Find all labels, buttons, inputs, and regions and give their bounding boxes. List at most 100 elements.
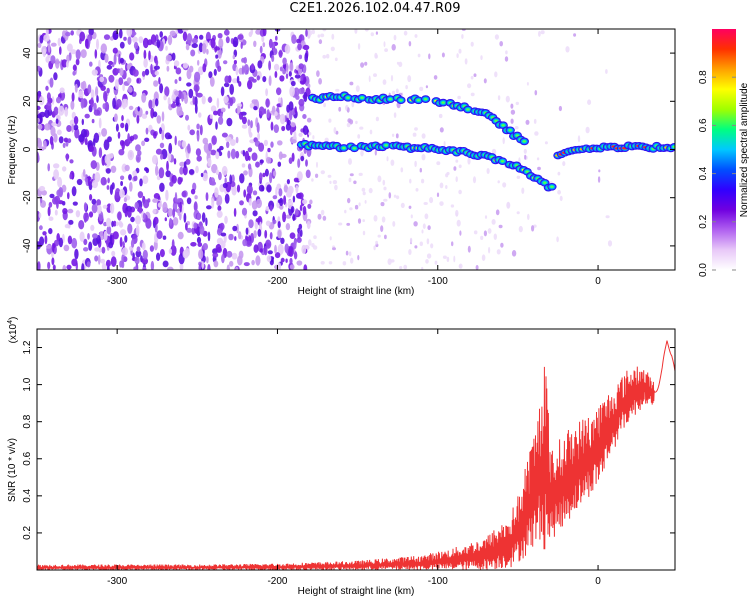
heatmap-noise-cell [215,54,219,59]
heatmap-noise-cell [200,172,204,178]
heatmap-noise-cell [283,185,289,193]
heatmap-faint-cell [470,92,475,97]
heatmap-noise-cell [207,231,211,242]
y-tick-label: 0.4 [22,488,33,502]
heatmap-noise-cell [133,175,138,182]
heatmap-noise-cell [167,34,173,46]
heatmap-noise-cell [168,142,173,154]
heatmap-noise-cell [48,216,54,221]
heatmap-faint-cell [502,137,505,145]
heatmap-noise-cell [179,111,184,116]
heatmap-noise-cell [226,141,230,149]
heatmap-faint-cell [414,160,417,168]
heatmap-noise-cell [88,241,93,251]
heatmap-faint-cell [458,189,462,195]
heatmap-noise-cell [91,118,95,124]
heatmap-faint-cell [345,250,349,256]
heatmap-noise-cell [177,29,184,34]
heatmap-noise-cell [237,34,244,40]
heatmap-faint-cell [414,34,418,38]
heatmap-faint-cell [436,161,441,166]
heatmap-noise-cell [270,141,274,148]
heatmap-noise-cell [88,211,94,218]
heatmap-noise-cell [65,31,71,37]
y-tick-label: -40 [22,238,33,253]
y-multiplier-label: (x104) [7,317,19,344]
heatmap-noise-cell [236,223,239,234]
heatmap-noise-cell [298,98,305,107]
heatmap-noise-cell [259,45,263,54]
heatmap-noise-cell [84,113,90,119]
heatmap-faint-cell [605,215,610,219]
heatmap-noise-cell [133,266,138,270]
heatmap-faint-cell [483,230,487,237]
heatmap-noise-cell [171,239,175,250]
heatmap-noise-cell [296,38,301,44]
heatmap-noise-cell [51,96,55,105]
heatmap-noise-cell [46,101,52,110]
heatmap-noise-cell [104,154,111,165]
heatmap-faint-cell [573,33,577,37]
heatmap-noise-cell [247,147,253,153]
heatmap-noise-cell [93,102,97,112]
heatmap-noise-cell [279,113,286,125]
heatmap-noise-cell [238,231,242,240]
heatmap-faint-cell [531,225,535,232]
heatmap-noise-cell [161,111,165,122]
heatmap-faint-cell [398,61,403,67]
heatmap-noise-cell [259,159,264,164]
heatmap-noise-cell [273,124,279,133]
heatmap-faint-cell [324,137,329,143]
heatmap-faint-cell [338,222,343,226]
heatmap-noise-cell [47,42,51,53]
heatmap-faint-cell [399,266,403,270]
heatmap-noise-cell [251,259,255,266]
heatmap-noise-cell [142,212,146,220]
heatmap-faint-cell [368,187,373,194]
heatmap-noise-cell [247,79,253,90]
heatmap-noise-cell [66,125,72,132]
heatmap-faint-cell [329,180,332,184]
heatmap-noise-cell [39,236,45,246]
heatmap-noise-cell [153,65,160,70]
heatmap-noise-cell [218,171,222,181]
heatmap-noise-cell [111,250,116,257]
heatmap-noise-cell [154,70,159,76]
heatmap-noise-cell [232,36,239,48]
heatmap-noise-cell [167,134,173,140]
heatmap-noise-cell [215,121,218,130]
snr-frame [36,328,676,571]
heatmap-noise-cell [136,114,140,124]
heatmap-noise-cell [230,148,236,160]
heatmap-noise-cell [120,229,127,236]
heatmap-noise-cell [232,54,236,60]
heatmap-faint-cell [499,41,504,47]
heatmap-noise-cell [303,264,308,270]
heatmap-noise-cell [205,217,208,227]
heatmap-noise-cell [285,73,289,79]
heatmap-noise-cell [277,229,282,239]
heatmap-faint-cell [387,258,392,266]
heatmap-noise-cell [227,150,231,159]
heatmap-noise-cell [137,150,142,157]
heatmap-noise-cell [155,148,163,155]
heatmap-faint-cell [425,85,428,89]
heatmap-faint-cell [516,175,521,179]
heatmap-noise-cell [106,185,110,190]
heatmap-noise-cell [245,227,249,235]
heatmap-noise-cell [127,86,133,93]
heatmap-noise-cell [185,222,188,231]
heatmap-faint-cell [355,85,360,92]
heatmap-noise-cell [169,181,174,187]
heatmap-faint-cell [360,62,365,68]
heatmap-noise-cell [159,249,165,258]
heatmap-noise-cell [210,149,217,156]
heatmap-noise-cell [209,76,215,87]
heatmap-noise-cell [243,57,247,64]
heatmap-noise-cell [179,262,184,270]
heatmap-faint-cell [467,245,471,253]
heatmap-noise-cell [213,110,218,116]
heatmap-noise-cell [106,225,112,235]
heatmap-noise-cell [143,49,147,60]
heatmap-noise-cell [177,208,180,216]
